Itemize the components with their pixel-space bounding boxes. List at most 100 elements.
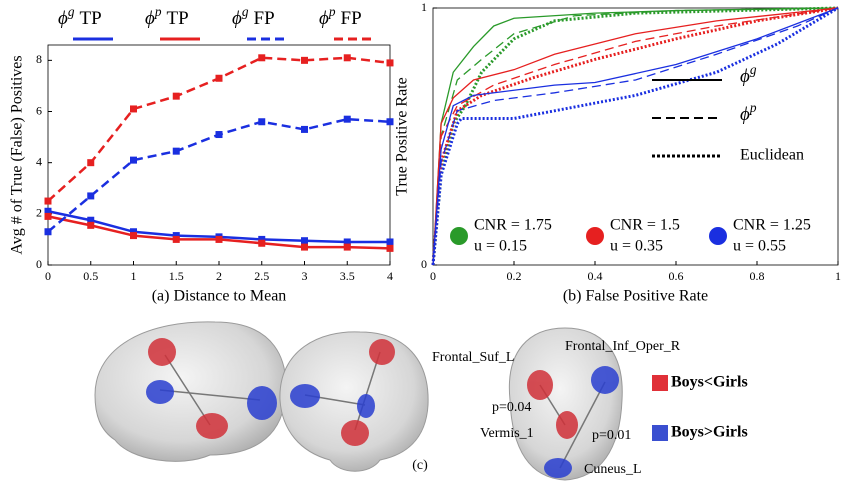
u-label: u = 0.55 <box>733 238 786 255</box>
region-label: Vermis_1 <box>480 426 534 441</box>
marker <box>343 115 351 123</box>
marker <box>44 212 52 220</box>
blue-regions <box>146 366 619 478</box>
superscript: p <box>328 4 336 19</box>
marker <box>44 207 52 215</box>
marker <box>258 235 266 243</box>
group-marker <box>709 227 727 245</box>
roc-curve <box>431 6 839 266</box>
brain-images <box>94 321 623 481</box>
roc-curve <box>432 7 839 266</box>
marker <box>130 105 137 113</box>
x-tick-label: 2 <box>216 269 222 283</box>
symbol: ϕ <box>145 8 155 29</box>
superscript: g <box>750 62 757 77</box>
marker <box>215 131 223 139</box>
y-tick-label: 1 <box>421 0 427 14</box>
legend-label: ϕp FP <box>319 4 362 29</box>
x-tick-label: 0 <box>430 269 436 283</box>
marker <box>130 232 137 240</box>
y-axis-title: Avg # of True (False) Positives <box>9 55 26 254</box>
group-marker <box>586 227 604 245</box>
marker <box>386 238 394 246</box>
x-tick-label: 1.5 <box>169 269 184 283</box>
legend-label: ϕg <box>740 62 757 87</box>
legend-label: ϕg TP <box>58 4 102 29</box>
roc-curve <box>431 6 839 266</box>
cnr-label: CNR = 1.5 <box>610 217 680 234</box>
legend-label: ϕp TP <box>145 4 189 29</box>
x-axis-title: (a) Distance to Mean <box>152 288 287 305</box>
x-tick-label: 0.8 <box>750 269 765 283</box>
legend-swatch <box>652 425 668 441</box>
legend-swatch <box>652 375 668 391</box>
brain-side <box>94 321 287 462</box>
x-tick-label: 3.5 <box>340 269 355 283</box>
u-label: u = 0.35 <box>610 238 663 255</box>
marker <box>172 235 180 243</box>
marker <box>258 239 266 247</box>
marker <box>215 74 223 82</box>
brain-back <box>279 331 429 472</box>
red-regions <box>148 338 578 446</box>
u-label: u = 0.15 <box>474 238 527 255</box>
symbol: ϕ <box>232 8 242 29</box>
x-tick-label: 3 <box>302 269 308 283</box>
x-tick-label: 0.4 <box>588 269 603 283</box>
superscript: p <box>154 4 162 19</box>
legend-text: TP <box>167 8 189 29</box>
x-tick-label: 2.5 <box>254 269 269 283</box>
marker <box>130 156 137 164</box>
region-label: p=0.04 <box>492 400 531 415</box>
symbol: ϕ <box>319 8 329 29</box>
marker <box>343 54 351 62</box>
region-label: Frontal_Inf_Oper_R <box>565 339 681 354</box>
y-axis-title: True Positive Rate <box>394 77 411 196</box>
marker <box>343 243 351 251</box>
y-tick-label: 0 <box>36 257 42 271</box>
marker <box>44 197 52 205</box>
marker <box>258 118 266 126</box>
x-tick-label: 1 <box>131 269 137 283</box>
marker <box>87 192 95 200</box>
cnr-label: CNR = 1.75 <box>474 217 552 234</box>
legend-text: FP <box>254 8 275 29</box>
region-label: p=0.01 <box>592 428 631 443</box>
series-line <box>47 215 391 250</box>
marker <box>172 92 180 100</box>
group-marker <box>450 227 468 245</box>
x-axis-title: (b) False Positive Rate <box>563 288 708 305</box>
superscript: g <box>68 4 75 19</box>
marker <box>386 59 394 67</box>
marker <box>343 238 351 246</box>
style-label: Euclidean <box>740 147 804 164</box>
marker <box>87 159 95 167</box>
roc-curve <box>432 7 839 266</box>
symbol: ϕ <box>740 104 750 125</box>
legend-label: ϕg FP <box>232 4 275 29</box>
roc-curve <box>432 7 839 266</box>
x-tick-label: 0.2 <box>507 269 522 283</box>
panel-label: (c) <box>412 458 428 473</box>
marker <box>215 235 223 243</box>
plot-frame <box>432 7 839 266</box>
symbol: ϕ <box>58 8 68 29</box>
x-tick-label: 0.5 <box>83 269 98 283</box>
region-label: Cuneus_L <box>584 462 642 477</box>
superscript: p <box>749 100 757 115</box>
legend-text: FP <box>341 8 362 29</box>
y-tick-label: 2 <box>36 206 42 220</box>
roc-curve <box>431 6 839 266</box>
marker <box>87 221 95 229</box>
marker <box>301 56 308 64</box>
cnr-label: CNR = 1.25 <box>733 217 811 234</box>
marker <box>386 244 394 252</box>
symbol: ϕ <box>740 66 750 87</box>
legend-label: Boys>Girls <box>671 424 748 441</box>
marker <box>386 118 394 126</box>
y-tick-label: 6 <box>36 103 42 117</box>
y-tick-label: 4 <box>36 154 42 168</box>
x-tick-label: 0.6 <box>669 269 684 283</box>
x-tick-label: 0 <box>45 269 51 283</box>
